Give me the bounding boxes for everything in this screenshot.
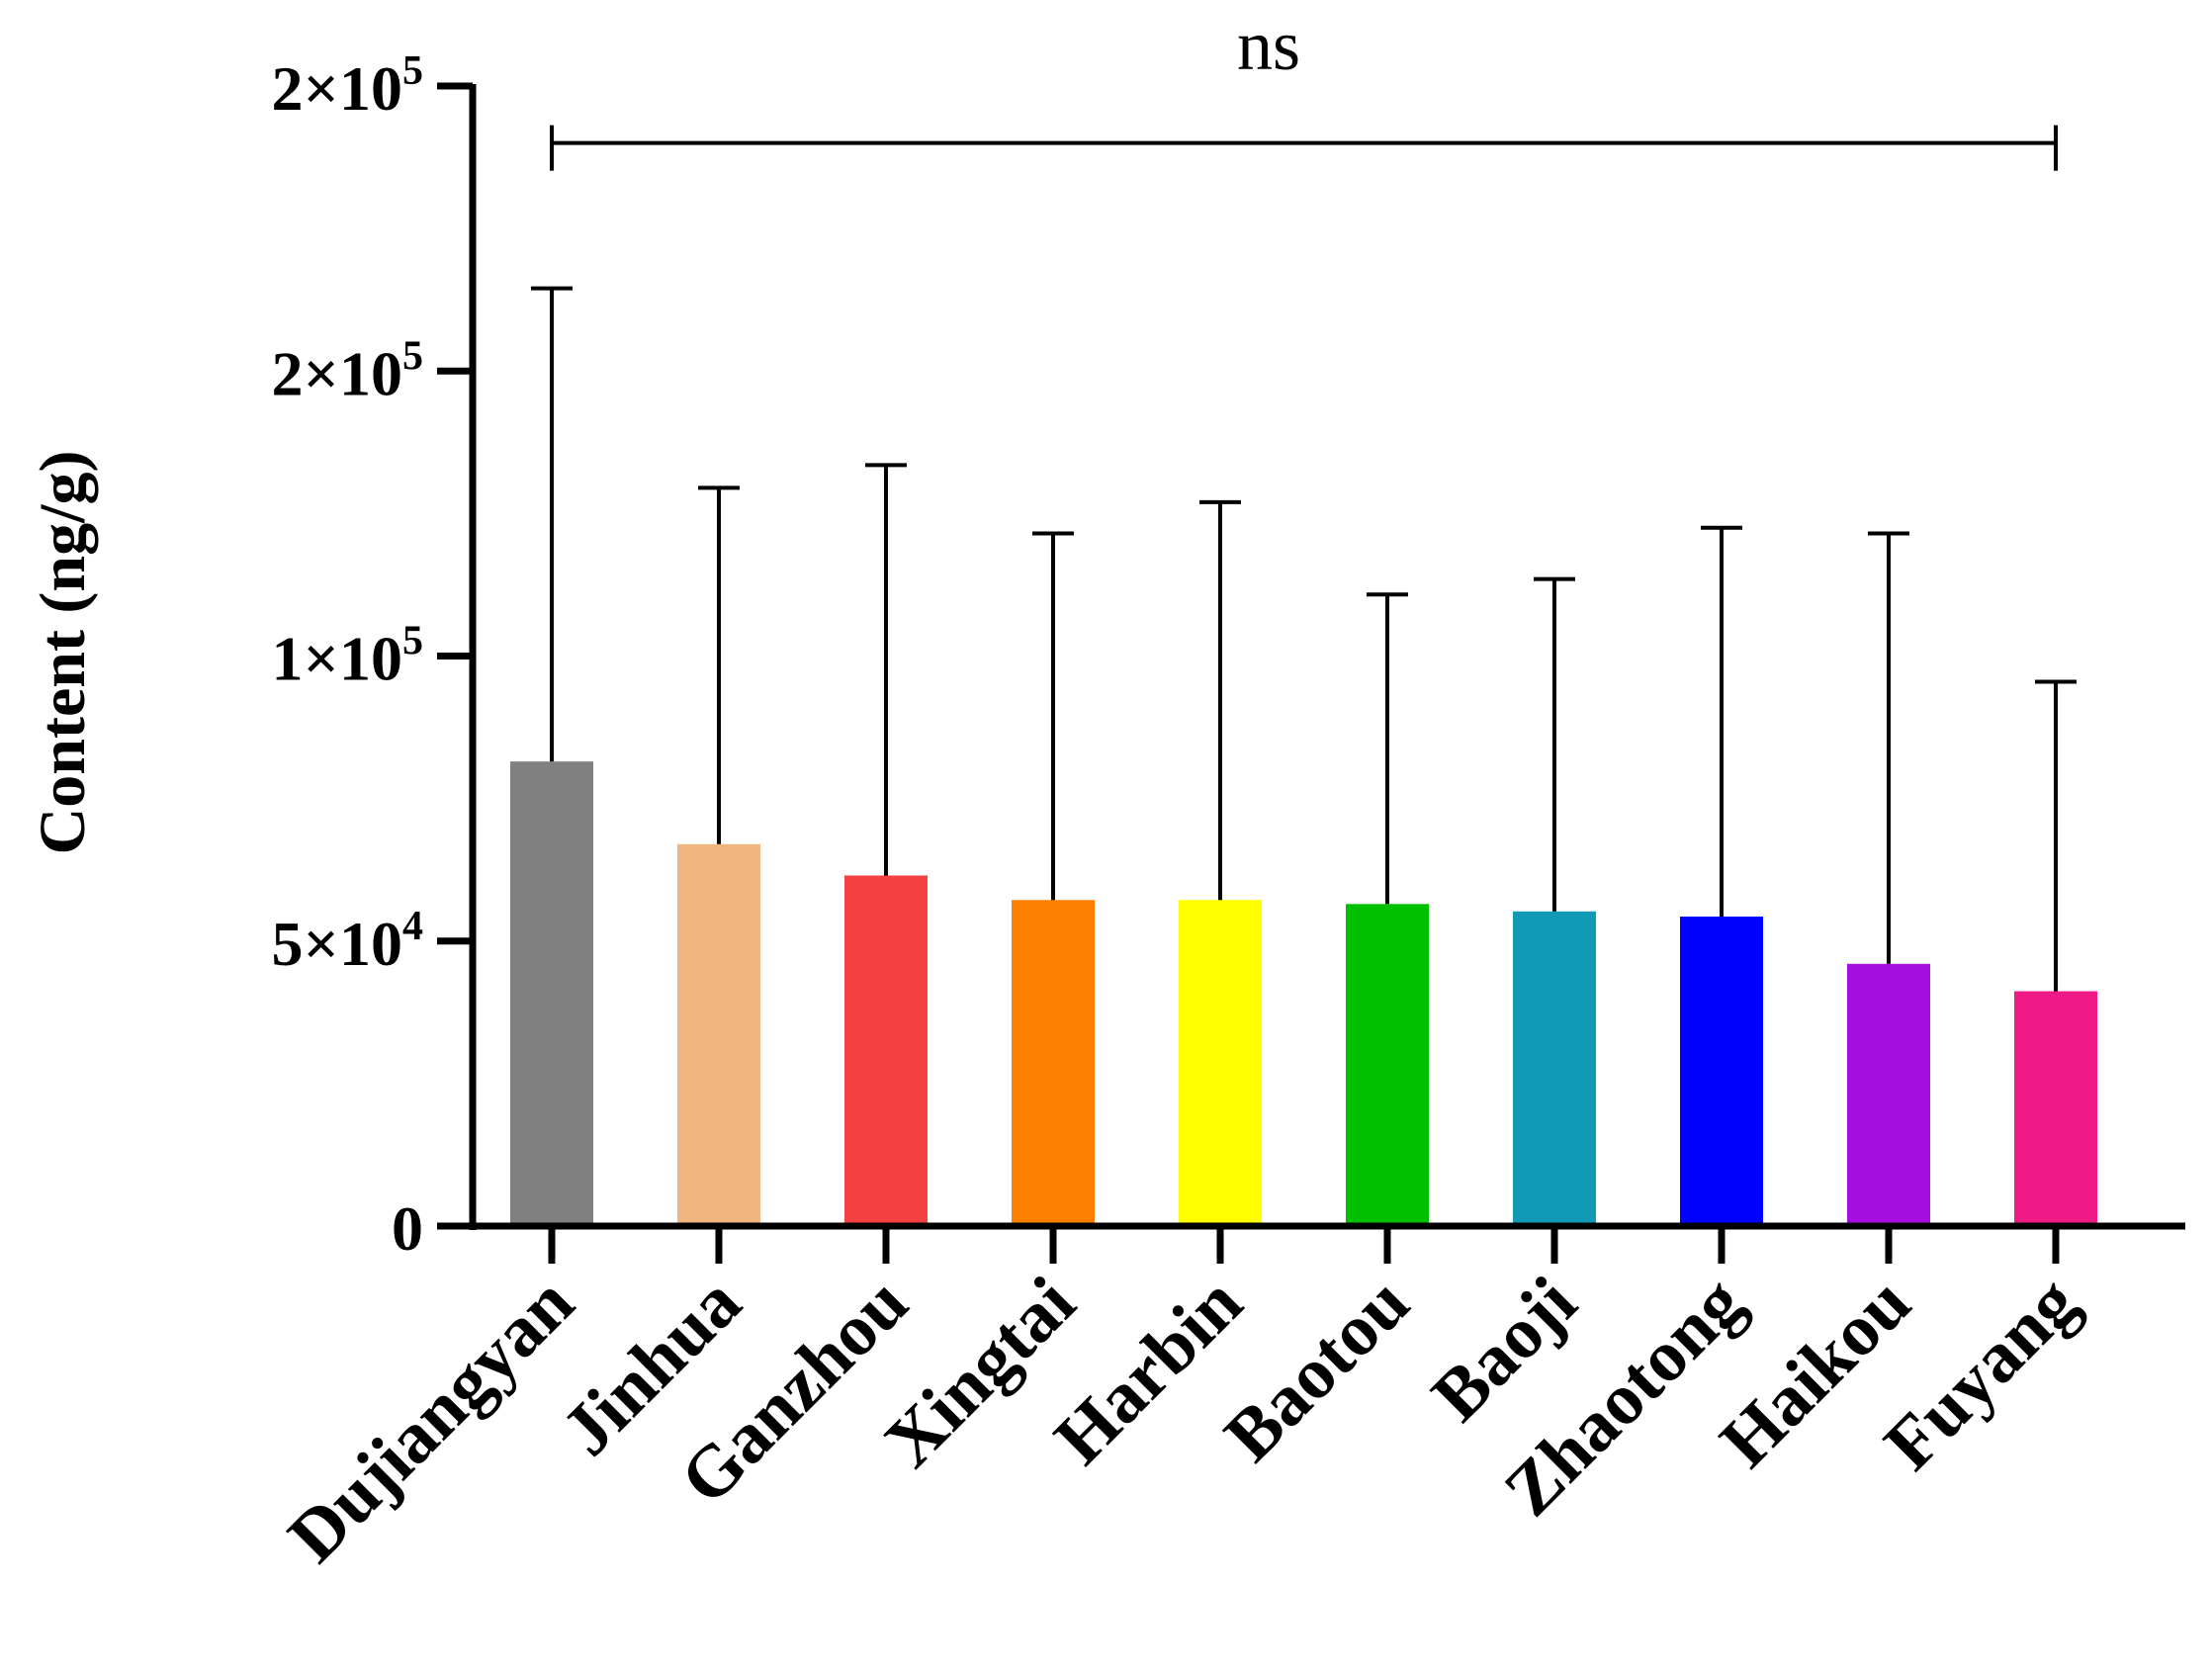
bar-baotou <box>1346 904 1429 1226</box>
y-tick-mantissa: 2×10 <box>272 338 402 408</box>
y-tick-exponent: 5 <box>402 48 423 94</box>
bar-dujiangyan <box>510 761 593 1226</box>
bar-fuyang <box>2014 991 2097 1226</box>
y-tick-mantissa: 5×10 <box>272 909 402 979</box>
significance-label: ns <box>1237 6 1300 85</box>
bar-harbin <box>1179 900 1262 1226</box>
y-tick-label-0: 0 <box>392 1193 423 1264</box>
bar-xingtai <box>1012 900 1095 1226</box>
bar-ganzhou <box>844 875 928 1226</box>
bar-zhaotong <box>1680 916 1763 1226</box>
axes <box>437 82 2185 1264</box>
x-tick-label-dujiangyan: Dujiangyan <box>273 1262 589 1578</box>
y-axis-title: Content (ng/g) <box>27 451 99 855</box>
x-tick-label-harbin: Harbin <box>1039 1262 1258 1480</box>
plot-area <box>510 125 2097 1226</box>
y-tick-exponent: 5 <box>402 619 423 664</box>
y-tick-label-4: 2×105 <box>272 48 423 124</box>
y-tick-mantissa: 1×10 <box>272 624 402 694</box>
y-tick-exponent: 4 <box>402 904 423 949</box>
x-tick-label-fuyang: Fuyang <box>1869 1262 2093 1486</box>
x-tick-label-xingtai: Xingtai <box>869 1262 1091 1483</box>
x-tick-label-baotou: Baotou <box>1209 1262 1425 1477</box>
y-tick-label-3: 2×105 <box>272 333 423 408</box>
bar-jinhua <box>677 843 760 1226</box>
y-tick-exponent: 5 <box>402 333 423 379</box>
y-tick-label-2: 1×105 <box>272 619 423 694</box>
bar-baoji <box>1513 911 1596 1226</box>
bar-haikou <box>1847 963 1930 1226</box>
y-tick-mantissa: 0 <box>392 1193 423 1264</box>
y-tick-mantissa: 2×10 <box>272 53 402 124</box>
y-tick-label-1: 5×104 <box>272 904 423 979</box>
